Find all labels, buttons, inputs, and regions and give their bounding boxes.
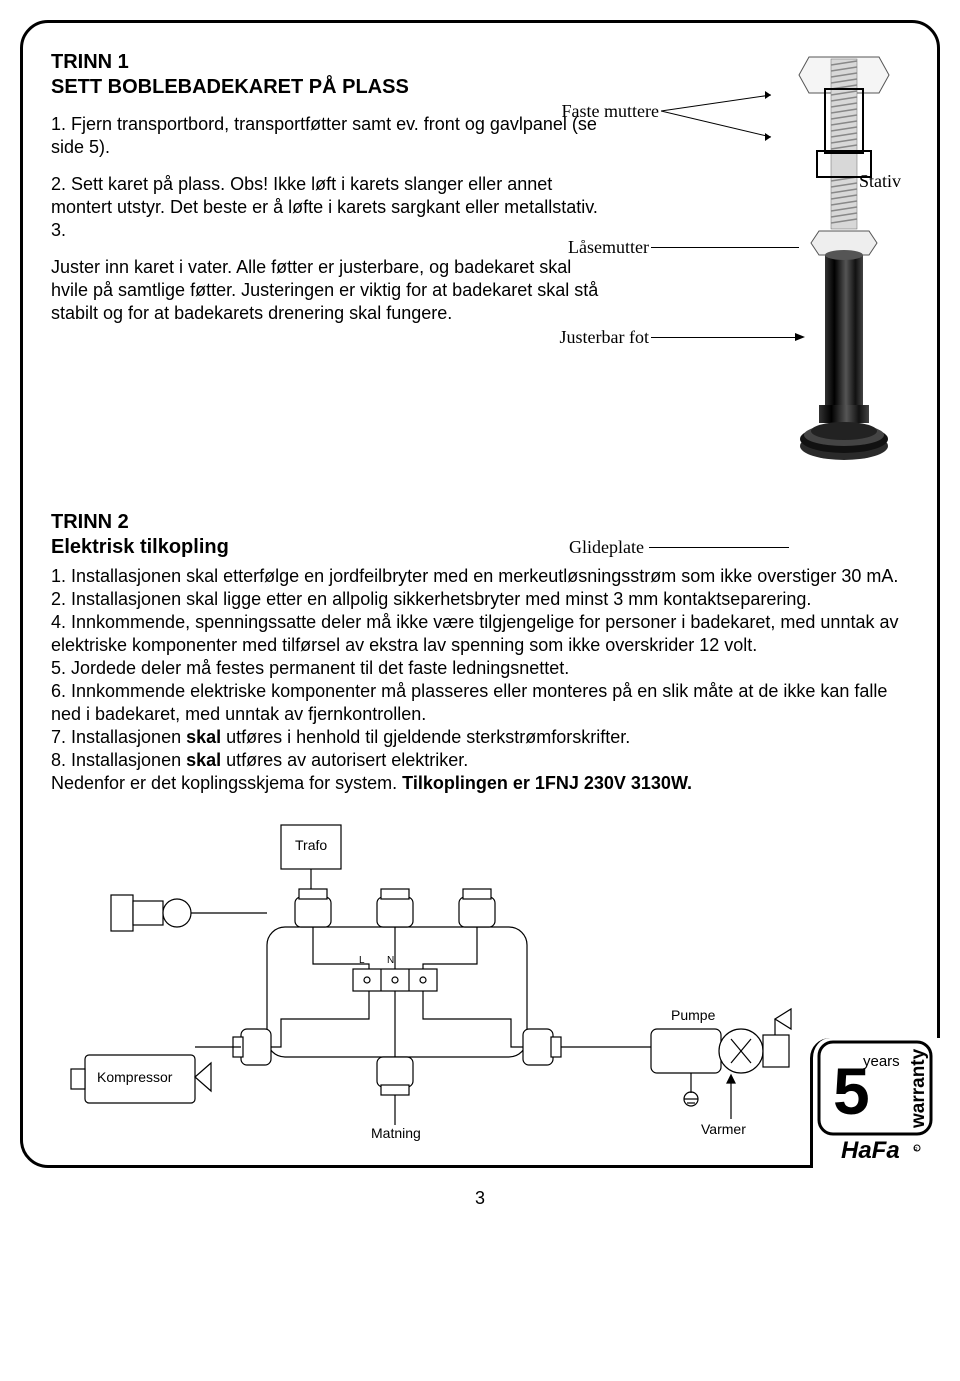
brand-text: HaFa bbox=[841, 1137, 900, 1164]
step1-subtitle: SETT BOBLEBADEKARET PÅ PLASS bbox=[51, 76, 613, 99]
page-number: 3 bbox=[0, 1188, 960, 1209]
step1-para2b: 3. bbox=[51, 220, 66, 240]
label-kompressor: Kompressor bbox=[97, 1069, 172, 1085]
warranty-badge: years 5 warranty HaFa R bbox=[813, 1036, 943, 1171]
step2-p9-pre: Nedenfor er det koplingsskjema for syste… bbox=[51, 773, 402, 793]
step2-p9-bold: Tilkoplingen er 1FNJ 230V 3130W. bbox=[402, 773, 692, 793]
step1-section: TRINN 1 SETT BOBLEBADEKARET PÅ PLASS 1. … bbox=[51, 51, 909, 471]
step2-p2: 2. Installasjonen skal ligge etter en al… bbox=[51, 588, 909, 611]
step2-p7: 7. Installasjonen skal utføres i henhold… bbox=[51, 726, 909, 749]
step2-p7-pre: 7. Installasjonen bbox=[51, 727, 186, 747]
step2-p5: 5. Jordede deler må festes permanent til… bbox=[51, 657, 909, 680]
label-glideplate: Glideplate bbox=[569, 537, 644, 558]
step2-p8-post: utføres av autorisert elektriker. bbox=[221, 750, 468, 770]
svg-text:R: R bbox=[914, 1147, 918, 1153]
warranty-five: 5 bbox=[833, 1054, 870, 1128]
wiring-diagram: Trafo L N Pumpe Kompressor Matning Varme… bbox=[51, 819, 909, 1149]
step2-p7-post: utføres i henhold til gjeldende sterkstr… bbox=[221, 727, 630, 747]
leader-faste-muttere bbox=[661, 89, 796, 149]
step1-title: TRINN 1 bbox=[51, 51, 613, 74]
step2-p8: 8. Installasjonen skal utføres av autori… bbox=[51, 749, 909, 772]
step1-text-column: TRINN 1 SETT BOBLEBADEKARET PÅ PLASS 1. … bbox=[51, 51, 613, 471]
label-pumpe: Pumpe bbox=[671, 1007, 715, 1023]
label-justerbar-fot: Justerbar fot bbox=[529, 327, 649, 348]
foot-svg bbox=[789, 51, 899, 471]
label-l: L bbox=[359, 955, 365, 966]
label-n: N bbox=[387, 955, 394, 966]
step1-para1: 1. Fjern transportbord, transportføtter … bbox=[51, 113, 613, 159]
step2-title: TRINN 2 bbox=[51, 511, 609, 534]
step1-para2a: 2. Sett karet på plass. Obs! Ikke løft i… bbox=[51, 174, 598, 217]
step2-section: TRINN 2 Elektrisk tilkopling Glideplate … bbox=[51, 511, 909, 795]
step1-para3: Juster inn karet i vater. Alle føtter er… bbox=[51, 256, 613, 325]
step1-para2: 2. Sett karet på plass. Obs! Ikke løft i… bbox=[51, 173, 613, 242]
step2-p7-bold: skal bbox=[186, 727, 221, 747]
label-matning: Matning bbox=[371, 1125, 421, 1141]
label-trafo: Trafo bbox=[295, 837, 327, 853]
wiring-svg bbox=[51, 819, 911, 1139]
page-frame: TRINN 1 SETT BOBLEBADEKARET PÅ PLASS 1. … bbox=[20, 20, 940, 1168]
label-varmer: Varmer bbox=[701, 1121, 746, 1137]
leader-lasemutter bbox=[651, 247, 799, 248]
label-lasemutter: Låsemutter bbox=[539, 237, 649, 258]
step2-p4: 4. Innkommende, spenningssatte deler må … bbox=[51, 611, 909, 657]
step2-p1: 1. Installasjonen skal etterfølge en jor… bbox=[51, 565, 909, 588]
leader-glideplate bbox=[649, 547, 789, 548]
label-faste-muttere: Faste muttere bbox=[539, 101, 659, 122]
leader-justerbar-fot bbox=[651, 337, 801, 338]
warranty-text: warranty bbox=[908, 1049, 929, 1130]
step2-subtitle: Elektrisk tilkopling bbox=[51, 536, 609, 559]
step2-p9: Nedenfor er det koplingsskjema for syste… bbox=[51, 772, 909, 795]
step2-p6: 6. Innkommende elektriske komponenter må… bbox=[51, 680, 909, 726]
step2-p8-pre: 8. Installasjonen bbox=[51, 750, 186, 770]
foot-diagram: Faste muttere Stativ Låsemutter Justerba… bbox=[629, 51, 909, 471]
step2-p8-bold: skal bbox=[186, 750, 221, 770]
